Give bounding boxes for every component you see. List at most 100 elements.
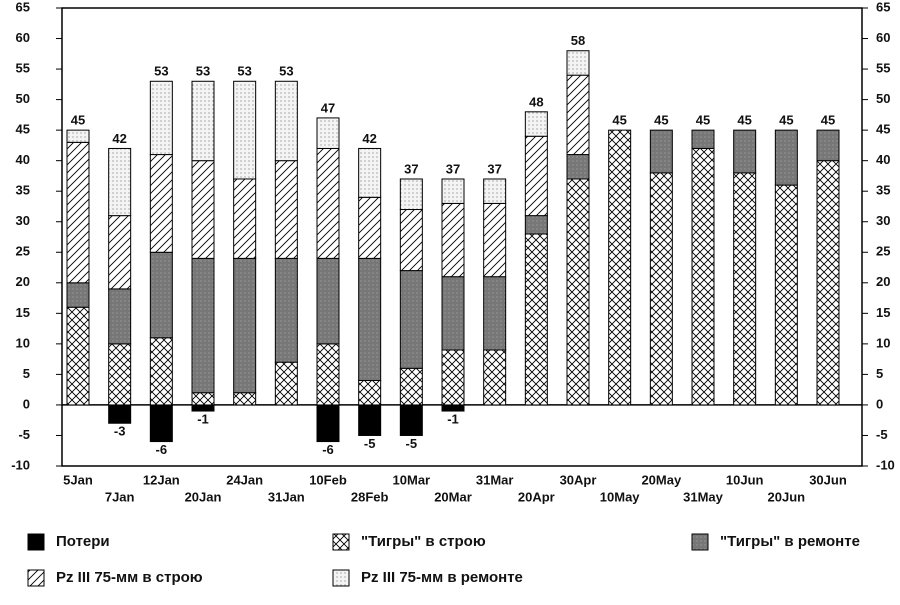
legend-label: Pz III 75-мм в строю <box>56 569 203 586</box>
bar-segment <box>191 80 215 162</box>
bar-segment <box>483 178 507 204</box>
legend-swatch <box>332 533 350 551</box>
bar-segment <box>691 129 715 149</box>
y-tick-label: 60 <box>16 30 30 45</box>
bar-segment <box>441 276 465 351</box>
y-tick-label: 55 <box>16 61 30 76</box>
bar-segment <box>483 276 507 351</box>
bar-segment <box>399 270 423 369</box>
y2-tick-label: 55 <box>876 61 890 76</box>
y-tick-label: -5 <box>18 427 30 442</box>
y2-tick-label: 0 <box>876 396 883 411</box>
bar-segment <box>691 147 715 406</box>
legend-label: Pz III 75-мм в ремонте <box>361 569 523 586</box>
y2-tick-label: 25 <box>876 244 890 259</box>
total-label: 53 <box>279 64 293 79</box>
y-tick-label: 0 <box>23 396 30 411</box>
x-tick-label: 30Jun <box>809 472 847 487</box>
bar-segment <box>316 147 340 259</box>
bar-segment <box>66 282 90 308</box>
x-tick-label: 20Jun <box>768 489 806 504</box>
y-tick-label: 65 <box>16 0 30 14</box>
legend-label: Потери <box>56 533 110 550</box>
bar-segment <box>608 129 632 406</box>
bar-segment <box>66 306 90 406</box>
value-label: -6 <box>156 442 168 457</box>
bar-segment <box>816 160 840 406</box>
x-tick-label: 10May <box>600 489 641 504</box>
bar-segment <box>358 380 382 406</box>
bar-segment <box>399 367 423 406</box>
bar-segment <box>483 202 507 278</box>
bar-segment <box>441 349 465 406</box>
x-tick-label: 12Jan <box>143 472 180 487</box>
total-label: 37 <box>446 161 460 176</box>
bar-segment <box>274 80 298 162</box>
bar-segment <box>566 74 590 156</box>
y-tick-label: 35 <box>16 183 30 198</box>
bar-segment <box>274 160 298 259</box>
bar-segment <box>149 337 173 406</box>
total-label: 37 <box>404 161 418 176</box>
bar-segment <box>233 178 257 259</box>
bar-segment <box>191 404 215 412</box>
bar-segment <box>108 343 132 406</box>
total-label: 58 <box>571 33 585 48</box>
y-tick-label: 20 <box>16 274 30 289</box>
y-tick-label: 30 <box>16 213 30 228</box>
x-tick-label: 20May <box>641 472 682 487</box>
bar-segment <box>108 147 132 217</box>
bar-segment <box>108 215 132 290</box>
value-label: -6 <box>322 442 334 457</box>
bar-segment <box>524 233 548 406</box>
y-tick-label: 45 <box>16 122 30 137</box>
bar-segment <box>483 349 507 406</box>
total-label: 45 <box>821 113 835 128</box>
bar-segment <box>733 129 757 174</box>
bar-segment <box>399 209 423 272</box>
total-label: 37 <box>487 161 501 176</box>
x-tick-label: 20Mar <box>434 489 472 504</box>
y2-tick-label: 5 <box>876 366 883 381</box>
legend-label: "Тигры" в строю <box>361 533 486 550</box>
y2-tick-label: 35 <box>876 183 890 198</box>
x-tick-label: 20Jan <box>185 489 222 504</box>
bar-segment <box>358 196 382 259</box>
total-label: 45 <box>779 113 793 128</box>
bar-segment <box>566 178 590 406</box>
y-tick-label: 25 <box>16 244 30 259</box>
y-tick-label: -10 <box>11 457 30 472</box>
y2-tick-label: 15 <box>876 305 890 320</box>
bar-segment <box>524 135 548 217</box>
y2-tick-label: 20 <box>876 274 890 289</box>
total-label: 45 <box>71 113 85 128</box>
bar-segment <box>108 288 132 345</box>
bar-segment <box>566 50 590 76</box>
total-label: 53 <box>237 64 251 79</box>
bar-segment <box>358 404 382 436</box>
bar-segment <box>316 117 340 149</box>
total-label: 45 <box>696 113 710 128</box>
y2-tick-label: 40 <box>876 152 890 167</box>
bar-segment <box>649 129 673 174</box>
bar-segment <box>774 184 798 406</box>
value-label: -1 <box>197 411 209 426</box>
bar-segment <box>316 343 340 406</box>
bar-segment <box>566 154 590 180</box>
legend-swatch <box>27 569 45 587</box>
x-tick-label: 10Feb <box>309 472 347 487</box>
x-tick-label: 5Jan <box>63 472 93 487</box>
y2-tick-label: 30 <box>876 213 890 228</box>
legend-swatch <box>332 569 350 587</box>
total-label: 53 <box>196 64 210 79</box>
total-label: 48 <box>529 94 543 109</box>
total-label: 45 <box>654 113 668 128</box>
bar-segment <box>274 361 298 406</box>
y2-tick-label: 10 <box>876 335 890 350</box>
bar-segment <box>441 178 465 204</box>
value-label: -3 <box>114 424 126 439</box>
total-label: 47 <box>321 100 335 115</box>
bar-segment <box>149 404 173 443</box>
bar-segment <box>191 160 215 259</box>
